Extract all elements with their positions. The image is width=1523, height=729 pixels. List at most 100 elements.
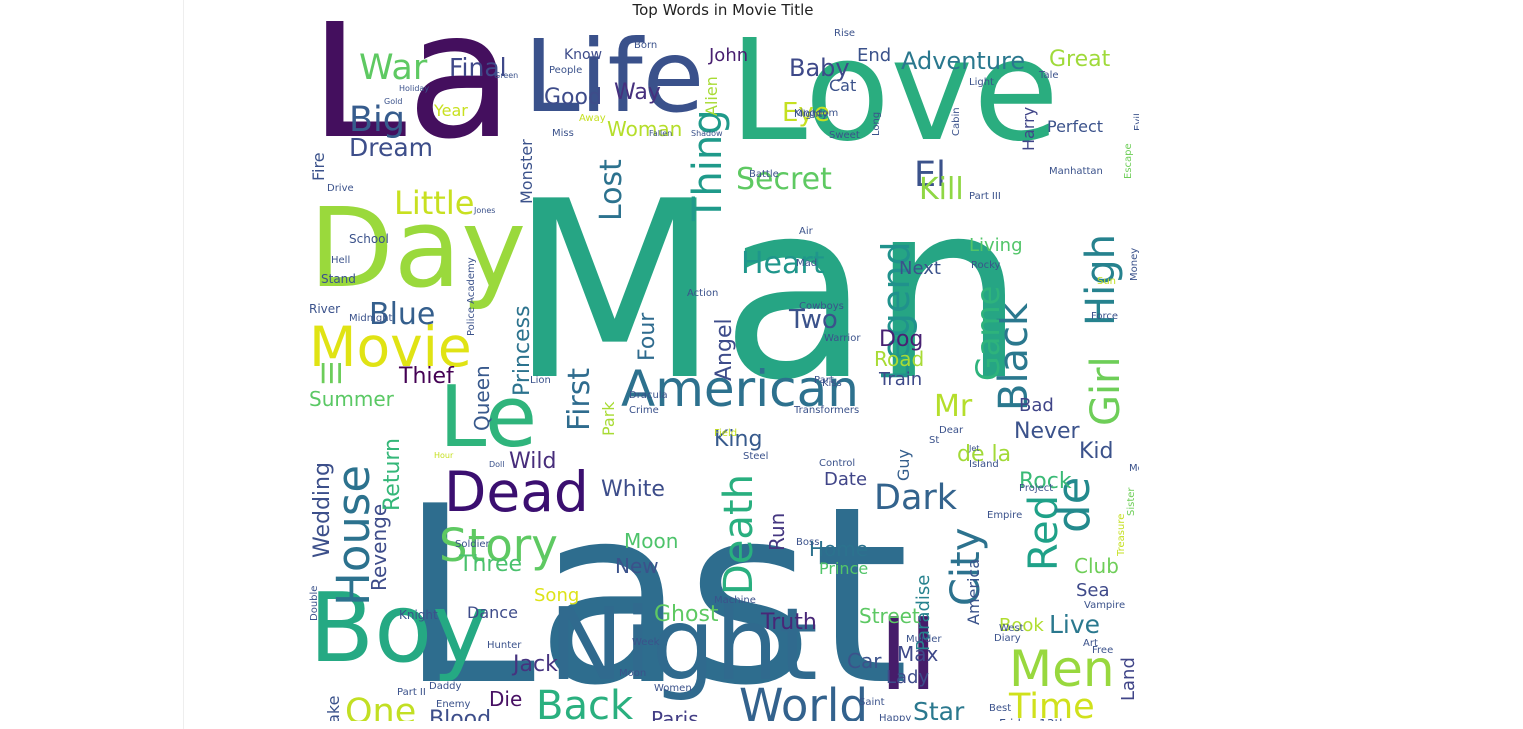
chart-title: Top Words in Movie Title	[632, 1, 814, 19]
word-rock: Rock	[1019, 469, 1072, 494]
word-money: Money	[1129, 248, 1139, 281]
word-part-iii: Part III	[969, 191, 1001, 202]
word-never: Never	[1014, 419, 1081, 444]
word-lost: Lost	[594, 159, 629, 221]
word-fire: Fire	[309, 152, 328, 181]
word-jet: Jet	[968, 444, 979, 453]
word-one: One	[345, 692, 416, 721]
word-secret: Secret	[736, 162, 832, 197]
word-west: West	[999, 623, 1024, 634]
word-part: Part	[814, 375, 834, 386]
word-boy: Boy	[309, 574, 489, 684]
word-jones: Jones	[473, 206, 495, 215]
word-mighty: Mighty	[794, 109, 828, 120]
word-hunter: Hunter	[487, 640, 522, 651]
word-part-ii: Part II	[397, 687, 426, 698]
word-time: Time	[1008, 687, 1095, 721]
word-hell: Hell	[331, 255, 350, 266]
word-midnight: Midnight	[349, 313, 393, 324]
word-police-academy: Police Academy	[466, 257, 477, 336]
word-soldier: Soldier	[455, 539, 491, 550]
word-die: Die	[489, 687, 522, 711]
word-four: Four	[635, 312, 660, 361]
word-two: Two	[788, 305, 838, 335]
word-john: John	[708, 45, 748, 66]
word-great: Great	[1049, 47, 1111, 72]
word-year: Year	[433, 101, 468, 120]
word-men: Men	[1009, 640, 1115, 698]
word-st: St	[929, 435, 939, 446]
word-baby: Baby	[789, 54, 850, 82]
word-light: Light	[969, 77, 994, 88]
word-man: Man	[509, 149, 1026, 434]
word-love: Love	[729, 21, 1059, 173]
word-rocky: Rocky	[971, 260, 1001, 271]
word-de: de	[1047, 477, 1100, 533]
word-iii: III	[319, 357, 344, 390]
word-people: People	[549, 65, 582, 76]
word-dark: Dark	[874, 478, 958, 518]
word-dear: Dear	[939, 425, 964, 436]
word-train: Train	[878, 369, 922, 390]
word-project: Project	[1019, 483, 1053, 494]
word-princess: Princess	[510, 305, 535, 396]
word-dance: Dance	[467, 603, 518, 622]
word-best: Best	[989, 703, 1011, 714]
word-paradise: Paradise	[913, 575, 934, 651]
word-de-la: de la	[957, 442, 1011, 467]
word-murder: Murder	[906, 634, 942, 645]
word-guy: Guy	[894, 449, 913, 481]
word-shadow: Shadow	[691, 129, 723, 138]
word-drive: Drive	[327, 183, 354, 194]
word-kill: Kill	[919, 172, 964, 207]
word-street: Street	[859, 604, 920, 628]
word-next: Next	[899, 258, 941, 279]
word-cat: Cat	[829, 76, 856, 95]
word-night: Night	[549, 586, 818, 703]
cell-border	[183, 0, 184, 729]
word-car: Car	[847, 649, 882, 673]
word-living: Living	[969, 235, 1023, 256]
word-wild: Wild	[509, 449, 556, 474]
word-escape: Escape	[1123, 143, 1134, 179]
word-air: Air	[799, 226, 814, 237]
word-happy: Happy	[879, 713, 911, 721]
word-wedding: Wedding	[310, 462, 335, 558]
word-sweet: Sweet	[829, 130, 860, 141]
word-book: Book	[999, 615, 1044, 636]
word-island: Island	[969, 459, 999, 470]
word-knight: Knight	[399, 608, 438, 622]
word-school: School	[349, 232, 389, 246]
word-life: Life	[524, 21, 704, 135]
word-date: Date	[824, 469, 867, 490]
word-jack: Jack	[511, 652, 558, 677]
word-double: Double	[309, 586, 320, 621]
word-diary: Diary	[994, 633, 1021, 644]
word-daddy: Daddy	[429, 681, 462, 692]
word-born: Born	[634, 40, 657, 51]
word-return: Return	[380, 438, 405, 511]
word-kiss: Kiss	[822, 378, 842, 389]
word-tale: Tale	[1038, 70, 1059, 81]
word-holiday: Holiday	[399, 84, 429, 93]
word-sun: Sun	[1097, 276, 1116, 287]
word-little: Little	[394, 184, 474, 222]
word-boss: Boss	[796, 537, 819, 548]
word-doll: Doll	[489, 460, 505, 469]
word-alien: Alien	[702, 76, 721, 116]
word-manhattan: Manhattan	[1049, 166, 1103, 177]
word-american: American	[621, 360, 859, 418]
word-away: Away	[579, 113, 606, 124]
word-house: House	[327, 465, 380, 606]
word-good: Good	[544, 85, 602, 110]
word-stand: Stand	[321, 272, 356, 286]
word-thing: Thing	[685, 109, 731, 222]
word-week: Week	[632, 637, 660, 648]
word-death: Death	[716, 474, 762, 595]
word-dog: Dog	[879, 327, 923, 352]
word-high: High	[1078, 234, 1124, 326]
word-friday-13th: Friday 13th	[999, 717, 1067, 721]
word-woman: Woman	[607, 117, 682, 141]
word-empire: Empire	[987, 510, 1022, 521]
